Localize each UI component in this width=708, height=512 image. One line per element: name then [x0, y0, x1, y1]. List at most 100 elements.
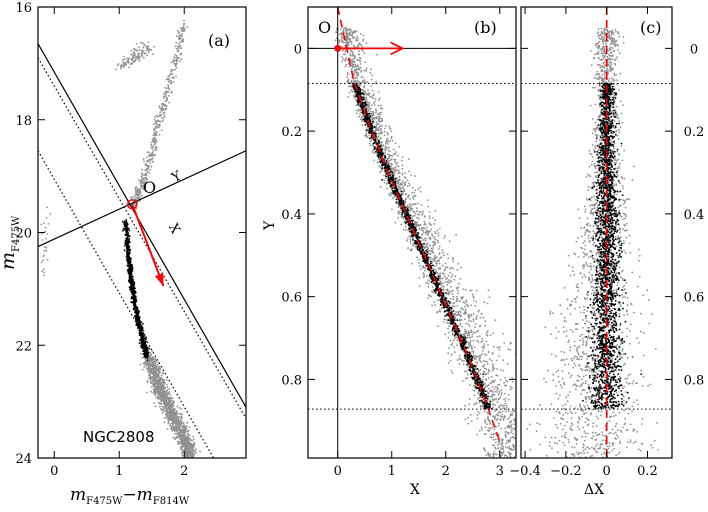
rgb-point: [181, 39, 183, 41]
field-point: [500, 448, 503, 451]
field-point: [473, 394, 476, 397]
field-point: [509, 342, 512, 345]
hb-point: [145, 49, 148, 51]
field-point: [432, 247, 435, 249]
lower-ms-point: [181, 452, 184, 455]
field-point: [411, 248, 413, 251]
ms-point: [134, 301, 137, 304]
field-point: [431, 290, 433, 293]
rgb-point: [171, 69, 173, 71]
field-point: [426, 281, 429, 283]
field-point: [409, 242, 412, 245]
lower-ms-point: [157, 396, 160, 399]
hb-point: [143, 50, 145, 53]
field-point: [427, 205, 430, 208]
ms-point: [146, 356, 149, 359]
rgb-point: [175, 41, 178, 44]
field-point: [359, 66, 362, 69]
field-point: [370, 104, 373, 106]
field-point: [491, 369, 494, 372]
rgb-point: [150, 146, 153, 149]
lower-ms-point: [186, 432, 189, 435]
lower-ms-point: [153, 368, 156, 370]
field-point: [474, 326, 476, 329]
field-point: [480, 312, 483, 315]
field-point: [355, 104, 358, 107]
field-point: [432, 291, 435, 294]
field-point: [357, 53, 360, 55]
hb-point: [135, 49, 138, 51]
field-point: [492, 403, 495, 406]
hb-point: [138, 52, 141, 55]
lower-ms-point: [186, 455, 189, 458]
field-point: [523, 426, 525, 428]
lower-ms-point: [160, 399, 163, 401]
lower-ms-point: [153, 357, 156, 360]
field-point: [440, 277, 442, 280]
field-point: [503, 459, 505, 461]
field-point: [418, 262, 420, 264]
blue-hb-point: [40, 261, 43, 264]
field-point: [455, 311, 457, 313]
field-point: [355, 69, 358, 72]
field-point: [494, 438, 497, 441]
field-point: [387, 140, 390, 142]
field-point: [371, 89, 374, 92]
field-point: [454, 317, 457, 320]
lower-ms-point: [175, 435, 178, 438]
field-point: [351, 90, 354, 93]
ms-point: [130, 301, 133, 303]
field-point: [428, 211, 431, 213]
reference-line-dotted: [38, 57, 246, 419]
field-point: [482, 375, 485, 378]
rgb-point: [174, 65, 177, 67]
rgb-point: [162, 112, 165, 114]
field-point: [503, 381, 505, 384]
field-point: [468, 334, 470, 337]
field-point: [466, 334, 469, 337]
field-point: [405, 193, 408, 195]
field-point: [348, 85, 350, 88]
lower-ms-point: [175, 419, 178, 422]
field-point: [466, 377, 469, 379]
lower-ms-point: [173, 419, 176, 422]
lower-ms-point: [190, 439, 193, 441]
field-point: [478, 357, 481, 359]
panel-a-y-axis-label: Y: [169, 168, 185, 186]
field-point: [397, 82, 399, 85]
field-point: [452, 295, 455, 298]
lower-ms-point: [172, 414, 175, 417]
blue-hb-point: [42, 259, 44, 262]
rgb-point: [170, 90, 173, 93]
field-point: [390, 135, 393, 138]
field-point: [453, 278, 456, 281]
field-point: [380, 127, 383, 130]
field-point: [502, 448, 505, 450]
field-point: [532, 406, 534, 408]
hb-point: [133, 52, 135, 54]
field-point: [536, 412, 538, 414]
field-point: [356, 39, 359, 42]
lower-ms-point: [170, 422, 172, 425]
field-point: [402, 228, 405, 231]
field-point: [434, 260, 437, 263]
lower-ms-point: [177, 416, 180, 419]
ms-point: [131, 293, 134, 295]
field-point: [390, 137, 393, 140]
field-point: [510, 459, 512, 461]
field-point: [357, 37, 359, 40]
field-point: [512, 432, 515, 435]
field-point: [519, 460, 521, 462]
field-point: [402, 217, 405, 220]
lower-ms-point: [179, 419, 182, 421]
field-point: [509, 388, 512, 391]
panel-a-xtick-label: 2: [180, 464, 188, 479]
lower-ms-point: [152, 369, 155, 372]
field-point: [487, 376, 490, 379]
lower-ms-point: [169, 424, 172, 427]
lower-ms-point: [179, 446, 182, 448]
rgb-point: [158, 106, 161, 109]
rgb-point: [179, 52, 182, 55]
field-point: [478, 325, 481, 328]
hb-point: [135, 43, 138, 45]
